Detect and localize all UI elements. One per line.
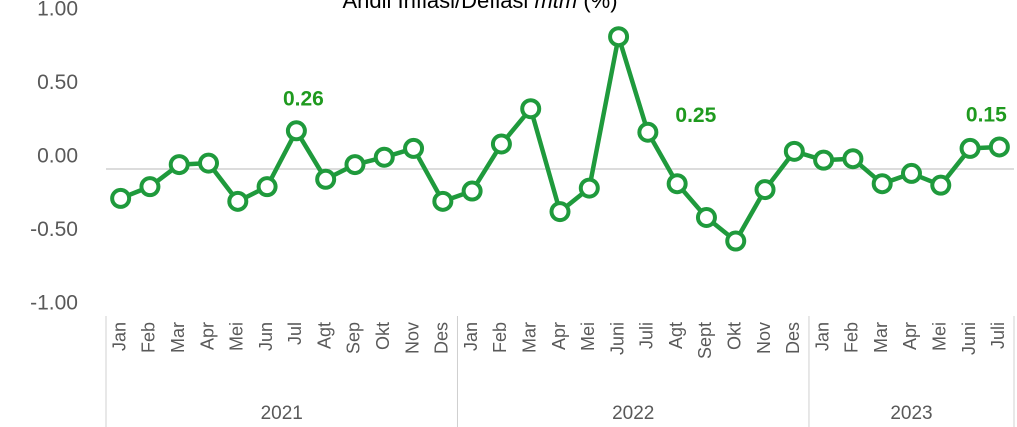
title-part: mtm — [534, 0, 577, 13]
marker — [930, 174, 952, 196]
x-tick-label: Juli — [988, 322, 1008, 349]
x-tick-label: Des — [432, 322, 452, 354]
marker — [461, 180, 483, 202]
x-tick-label: Jan — [109, 322, 129, 351]
marker — [637, 121, 659, 143]
marker — [754, 179, 776, 201]
x-tick-label: Mar — [168, 322, 188, 353]
x-tick-label: Sep — [344, 322, 364, 354]
group-label: 2022 — [612, 403, 654, 424]
x-tick-label: Agt — [314, 322, 334, 349]
x-tick-label: Apr — [197, 322, 217, 350]
x-tick-label: Agt — [666, 322, 686, 349]
marker — [403, 137, 425, 159]
x-tick-label: Juli — [637, 322, 657, 349]
x-tick-label: Okt — [373, 322, 393, 350]
x-tick-label: Mar — [871, 322, 891, 353]
marker — [900, 162, 922, 184]
marker — [842, 148, 864, 170]
marker — [520, 98, 542, 120]
x-tick-label: Mar — [519, 322, 539, 353]
x-tick-label: Apr — [900, 322, 920, 350]
x-tick-label: Mei — [578, 322, 598, 351]
marker — [490, 133, 512, 155]
marker — [549, 201, 571, 223]
marker — [344, 154, 366, 176]
data-label: 0.25 — [675, 104, 716, 127]
y-tick-label: -0.50 — [30, 218, 78, 241]
marker — [198, 152, 220, 174]
marker — [608, 26, 630, 48]
y-tick-label: 0.50 — [37, 71, 78, 94]
marker — [227, 190, 249, 212]
group-label: 2021 — [261, 403, 303, 424]
marker — [256, 176, 278, 198]
marker — [110, 187, 132, 209]
marker — [871, 173, 893, 195]
x-tick-label: Nov — [402, 322, 422, 354]
x-tick-label: Feb — [139, 322, 159, 353]
marker — [783, 140, 805, 162]
marker — [139, 176, 161, 198]
marker — [695, 207, 717, 229]
y-tick-label: 0.00 — [37, 145, 78, 168]
x-tick-label: Juni — [607, 322, 627, 355]
x-tick-label: Mei — [227, 322, 247, 351]
x-tick-label: Juni — [959, 322, 979, 355]
x-tick-label: Feb — [842, 322, 862, 353]
marker — [813, 149, 835, 171]
marker — [578, 177, 600, 199]
x-tick-label: Sept — [695, 322, 715, 359]
marker — [315, 168, 337, 190]
x-tick-label: Des — [783, 322, 803, 354]
x-tick-label: Apr — [549, 322, 569, 350]
y-tick-label: -1.00 — [30, 292, 78, 315]
marker — [666, 173, 688, 195]
marker — [168, 154, 190, 176]
x-tick-label: Jul — [285, 322, 305, 345]
marker — [725, 230, 747, 252]
x-tick-label: Feb — [490, 322, 510, 353]
x-tick-label: Nov — [754, 322, 774, 354]
x-tick-label: Jan — [812, 322, 832, 351]
marker — [432, 190, 454, 212]
x-tick-label: Mei — [930, 322, 950, 351]
marker — [285, 120, 307, 142]
x-tick-label: Jan — [461, 322, 481, 351]
title-part: Andil Inflasi/Deflasi — [342, 0, 534, 13]
title-part: (%) — [577, 0, 617, 13]
marker — [959, 137, 981, 159]
marker — [373, 146, 395, 168]
y-tick-label: 1.00 — [37, 0, 78, 21]
data-label: 0.15 — [966, 103, 1007, 126]
group-label: 2023 — [890, 403, 932, 424]
x-tick-label: Jun — [256, 322, 276, 351]
x-tick-label: Okt — [724, 322, 744, 350]
chart-title: Andil Inflasi/Deflasi mtm (%) — [342, 0, 617, 13]
marker — [988, 136, 1010, 158]
data-label: 0.26 — [283, 87, 324, 110]
